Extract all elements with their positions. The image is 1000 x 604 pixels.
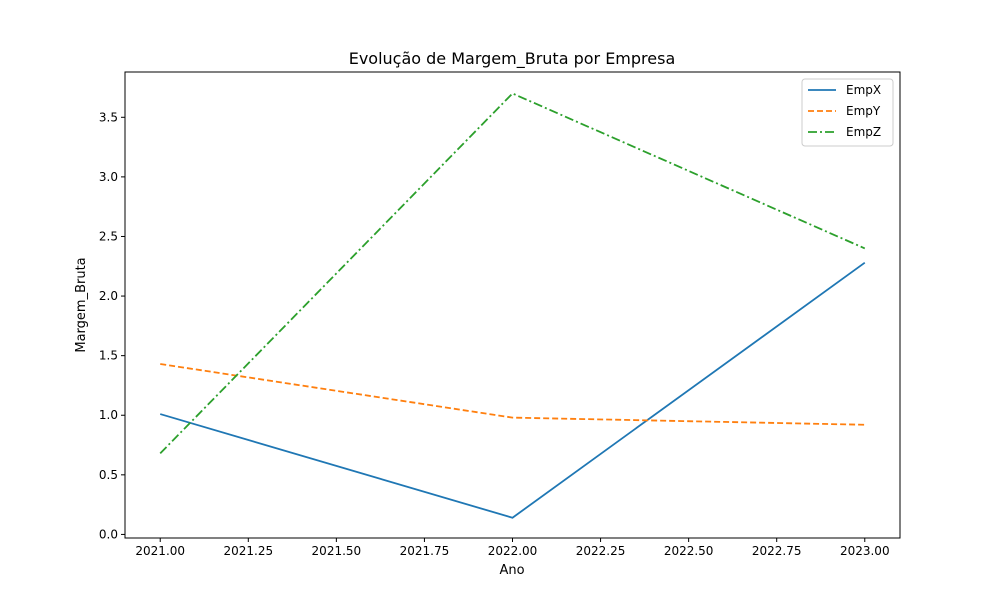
y-tick-label: 0.0 — [99, 527, 118, 541]
x-tick-label: 2022.00 — [488, 544, 538, 558]
y-tick-label: 3.5 — [99, 110, 118, 124]
x-tick-label: 2022.50 — [664, 544, 714, 558]
y-tick-label: 2.5 — [99, 229, 118, 243]
y-tick-label: 2.0 — [99, 289, 118, 303]
y-tick-label: 1.0 — [99, 408, 118, 422]
y-axis: 0.0 0.5 1.0 1.5 2.0 2.5 3.0 3.5 — [99, 110, 125, 541]
legend-label-empy: EmpY — [846, 104, 881, 118]
x-tick-label: 2022.75 — [752, 544, 802, 558]
x-tick-label: 2021.50 — [312, 544, 362, 558]
y-axis-label: Margem_Bruta — [74, 257, 89, 352]
legend-label-empz: EmpZ — [846, 125, 881, 139]
y-tick-label: 3.0 — [99, 170, 118, 184]
chart-title: Evolução de Margem_Bruta por Empresa — [349, 49, 676, 69]
series-layer — [159, 92, 866, 519]
series-line-empx — [159, 261, 866, 519]
x-tick-label: 2021.00 — [135, 544, 185, 558]
x-tick-label: 2023.00 — [840, 544, 890, 558]
y-tick-label: 1.5 — [99, 349, 118, 363]
x-tick-label: 2022.25 — [576, 544, 626, 558]
legend-label-empx: EmpX — [846, 83, 881, 97]
legend: EmpX EmpY EmpZ — [801, 78, 894, 147]
x-axis-label: Ano — [499, 563, 524, 578]
x-tick-label: 2021.25 — [223, 544, 273, 558]
legend-box — [801, 78, 894, 147]
x-axis: 2021.00 2021.25 2021.50 2021.75 2022.00 2022.… — [135, 538, 890, 558]
y-tick-label: 0.5 — [99, 468, 118, 482]
series-line-empz — [159, 92, 866, 455]
x-tick-label: 2021.75 — [400, 544, 450, 558]
series-line-empy — [160, 363, 865, 426]
